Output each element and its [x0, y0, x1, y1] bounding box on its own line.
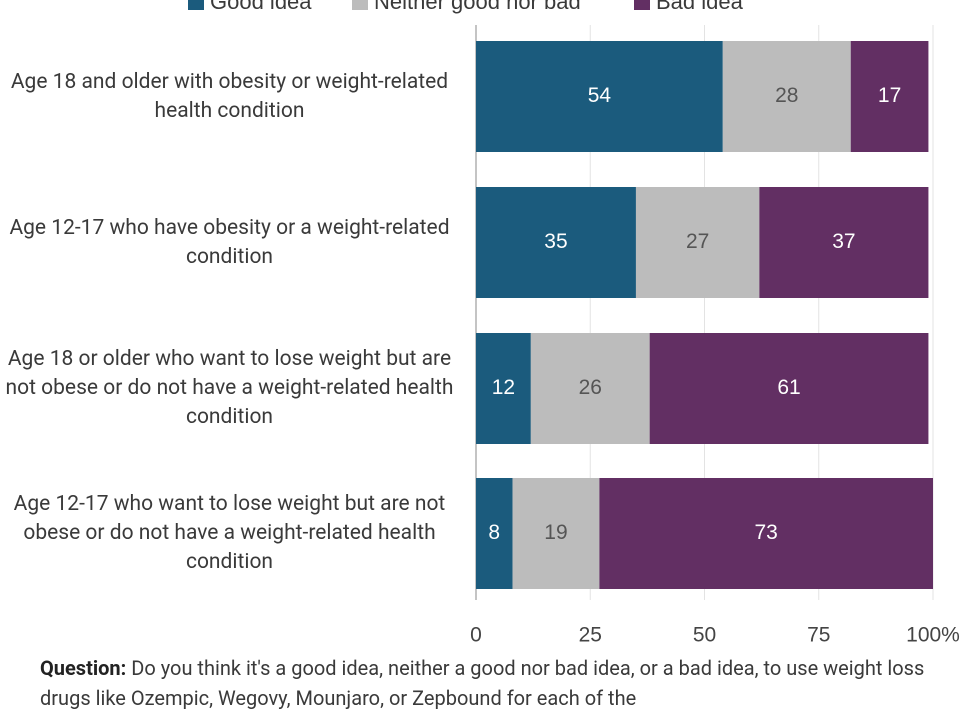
legend-label: Neither good nor bad	[374, 0, 581, 14]
question-label: Question:	[40, 656, 127, 680]
legend-swatch	[188, 0, 204, 10]
data-label: 73	[755, 521, 778, 544]
data-label: 61	[777, 376, 800, 399]
bar-segment	[476, 187, 636, 298]
bar-segment	[599, 478, 933, 589]
bar-segment	[476, 333, 531, 444]
legend-label: Bad idea	[656, 0, 744, 14]
question-text: Do you think it's a good idea, neither a…	[40, 656, 925, 710]
bar-segment	[512, 478, 600, 589]
category-label: Age 18 and older with obesity or weight-…	[10, 69, 449, 123]
legend-swatch	[352, 0, 368, 10]
bar-segment	[850, 41, 929, 152]
category-label: Age 18 or older who want to lose weight …	[5, 347, 454, 429]
data-label: 54	[588, 84, 612, 107]
data-label: 26	[579, 376, 602, 399]
bar-segment	[530, 333, 650, 444]
bar-segment	[635, 187, 760, 298]
data-label: 35	[544, 230, 567, 253]
legend-label: Good idea	[210, 0, 312, 14]
x-tick-label: 0	[470, 624, 482, 647]
x-tick-label: 50	[693, 624, 716, 647]
x-tick-label: 100%	[906, 624, 960, 647]
bar-segment	[722, 41, 851, 152]
bar-segment	[759, 187, 929, 298]
legend-swatch	[634, 0, 650, 10]
x-tick-label: 25	[579, 624, 602, 647]
data-label: 12	[492, 376, 515, 399]
data-label: 8	[488, 521, 500, 544]
bar-segment	[476, 478, 513, 589]
category-label: Age 12-17 who want to lose weight but ar…	[13, 492, 446, 574]
data-label: 17	[878, 84, 901, 107]
plot: 0 25 50 75 100% Good idea Neither good nor bad…	[188, 0, 960, 647]
category-label: Age 12-17 who have obesity or a weight-r…	[9, 215, 450, 269]
x-tick-label: 75	[807, 624, 830, 647]
data-label: 28	[775, 84, 798, 107]
question-note: Question: Do you think it's a good idea,…	[40, 653, 940, 713]
data-label: 27	[686, 230, 709, 253]
bar-segment	[649, 333, 929, 444]
data-label: 37	[832, 230, 855, 253]
bar-segment	[476, 41, 723, 152]
data-label: 19	[544, 521, 567, 544]
